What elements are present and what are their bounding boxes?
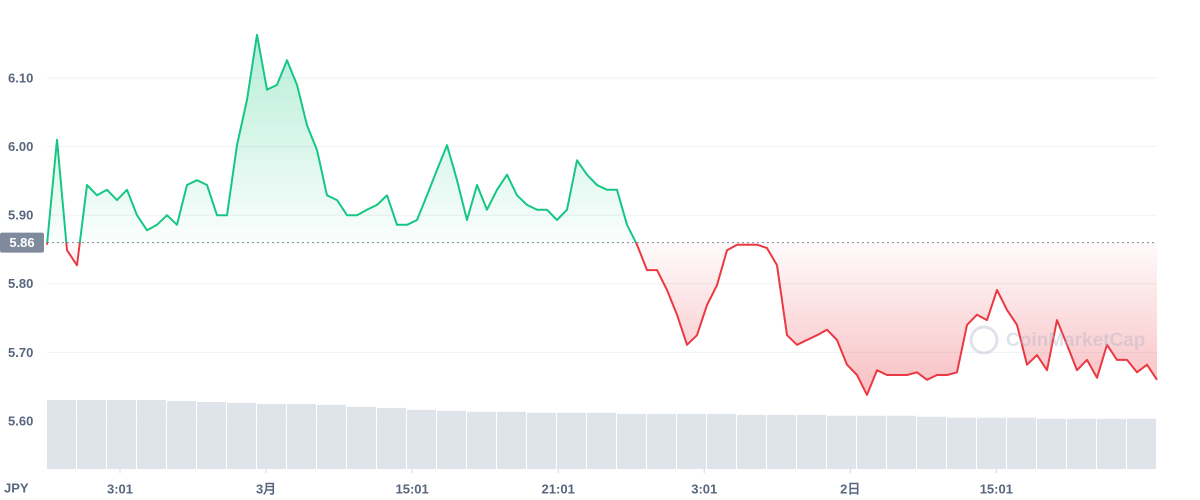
volume-bar	[587, 412, 616, 469]
baseline-label: 5.86	[9, 235, 34, 250]
watermark-logo	[969, 325, 999, 355]
y-tick-label: 5.80	[8, 276, 33, 291]
volume-bar	[827, 415, 856, 469]
volume-bar	[437, 410, 466, 469]
x-tick-label: 15:01	[980, 481, 1013, 496]
volume-bar	[227, 402, 256, 469]
volume-bar	[347, 406, 376, 469]
y-tick-label: 5.90	[8, 208, 33, 223]
volume-bar	[767, 414, 796, 469]
watermark: CoinMarketCap	[969, 325, 1145, 355]
x-tick-label: 15:01	[396, 481, 429, 496]
y-tick-label: 5.70	[8, 345, 33, 360]
x-tick-label: 2日	[840, 481, 860, 496]
volume-bar	[1067, 418, 1096, 469]
volume-bar	[317, 404, 346, 469]
y-tick-label: 5.60	[8, 413, 33, 428]
volume-bar	[737, 414, 766, 469]
x-tick-label: 3月	[256, 481, 276, 496]
volume-bar	[407, 409, 436, 469]
volume-bar	[797, 414, 826, 469]
volume-bar	[617, 413, 646, 469]
volume-bar	[137, 400, 166, 469]
volume-bar	[557, 412, 586, 469]
volume-bar	[917, 416, 946, 469]
x-tick-label: 3:01	[691, 481, 717, 496]
volume-bar	[647, 413, 676, 469]
volume-bar	[977, 417, 1006, 469]
volume-bar	[677, 413, 706, 469]
watermark-text: CoinMarketCap	[1006, 330, 1145, 351]
volume-bar	[77, 400, 106, 469]
volume-bar	[1127, 418, 1156, 469]
volume-bar	[467, 411, 496, 469]
volume-bar	[857, 415, 886, 469]
volume-bar	[257, 403, 286, 469]
volume-bar	[527, 412, 556, 469]
volume-bar	[47, 400, 76, 469]
x-tick-label: 3:01	[107, 481, 133, 496]
volume-bar	[1037, 418, 1066, 469]
volume-bar	[167, 400, 196, 469]
volume-bar	[1097, 418, 1126, 469]
volume-bar	[707, 413, 736, 469]
y-tick-label: 6.10	[8, 70, 33, 85]
y-tick-label: 6.00	[8, 139, 33, 154]
volume-bar	[377, 407, 406, 469]
area	[47, 34, 1157, 395]
baseline-badge	[0, 232, 44, 253]
volume-bar	[197, 401, 226, 469]
volume-bar	[1007, 417, 1036, 469]
currency-label: JPY	[4, 480, 29, 495]
volume-bar	[287, 403, 316, 469]
volume-bar	[947, 417, 976, 469]
volume-bar	[497, 411, 526, 469]
x-tick-label: 21:01	[542, 481, 575, 496]
volume-bar	[107, 400, 136, 469]
volume-bar	[887, 415, 916, 469]
price-line	[46, 33, 1158, 396]
